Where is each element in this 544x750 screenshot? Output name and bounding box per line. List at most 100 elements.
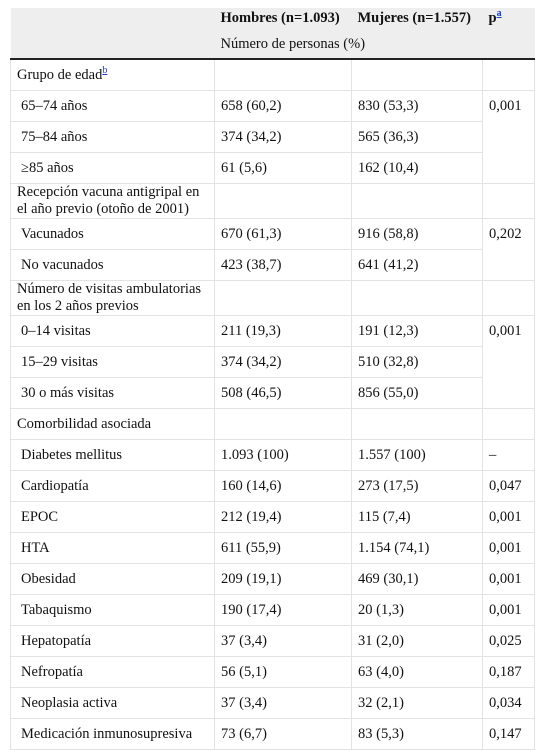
row-p-value: 0,001: [482, 594, 535, 626]
table-row: Diabetes mellitus 1.093 (100) 1.557 (100) –: [10, 439, 535, 471]
row-women-value: 162 (10,4): [351, 152, 483, 184]
row-label: Neoplasia activa: [10, 687, 215, 719]
row-men-value: 37 (3,4): [214, 687, 352, 719]
table-row: 65–74 años 658 (60,2) 830 (53,3) 0,001: [10, 90, 535, 184]
row-p-value: 0,001: [482, 563, 535, 595]
group-p-value: 0,001: [482, 315, 535, 409]
row-men-value: 61 (5,6): [214, 152, 352, 184]
group-p-value: 0,001: [482, 90, 535, 184]
table-row: Medicación inmunosupresiva 73 (6,7) 83 (5,…: [10, 718, 535, 750]
row-label: Obesidad: [10, 563, 215, 595]
row-men-value: 73 (6,7): [214, 718, 352, 750]
row-label: ≥85 años: [10, 152, 215, 184]
header-subtitle: Número de personas (%): [214, 36, 535, 60]
row-label: 75–84 años: [10, 121, 215, 153]
row-men-value: 670 (61,3): [214, 218, 352, 250]
row-women-value: 1.557 (100): [351, 439, 483, 471]
row-women-value: 1.154 (74,1): [351, 532, 483, 564]
row-men-value: 508 (46,5): [214, 377, 352, 409]
row-men-value: 658 (60,2): [214, 90, 352, 122]
row-women-value: 856 (55,0): [351, 377, 483, 409]
group-title: Comorbilidad asociada: [10, 408, 215, 440]
row-women-value: 115 (7,4): [351, 501, 483, 533]
row-p-value: 0,001: [482, 501, 535, 533]
row-p-value: 0,047: [482, 470, 535, 502]
row-women-value: 469 (30,1): [351, 563, 483, 595]
group-header-row: Grupo de edadb: [10, 59, 535, 91]
group-empty-cell: [482, 183, 535, 219]
table-row: No vacunados 423 (38,7) 641 (41,2): [10, 249, 535, 281]
group-empty-cell: [482, 408, 535, 440]
table-row: Neoplasia activa 37 (3,4) 32 (2,1) 0,034: [10, 687, 535, 719]
row-label: 15–29 visitas: [10, 346, 215, 378]
group-empty-cell: [214, 59, 352, 91]
row-women-value: 565 (36,3): [351, 121, 483, 153]
header-women: Mujeres (n=1.557): [351, 8, 483, 36]
group-empty-cell: [214, 280, 352, 316]
table-header: Hombres (n=1.093) Mujeres (n=1.557) pa N…: [10, 8, 535, 60]
row-men-value: 56 (5,1): [214, 656, 352, 688]
row-label: Vacunados: [10, 218, 215, 250]
row-men-value: 211 (19,3): [214, 315, 352, 347]
group-header-row: Número de visitas ambulatorias en los 2 …: [10, 280, 535, 316]
table-row: 75–84 años 374 (34,2) 565 (36,3): [10, 121, 535, 153]
row-men-value: 37 (3,4): [214, 625, 352, 657]
row-label: Tabaquismo: [10, 594, 215, 626]
row-p-value: 0,025: [482, 625, 535, 657]
table-row: Nefropatía 56 (5,1) 63 (4,0) 0,187: [10, 656, 535, 688]
row-label: 0–14 visitas: [10, 315, 215, 347]
row-men-value: 212 (19,4): [214, 501, 352, 533]
row-men-value: 611 (55,9): [214, 532, 352, 564]
row-label: EPOC: [10, 501, 215, 533]
table-row: Obesidad 209 (19,1) 469 (30,1) 0,001: [10, 563, 535, 595]
table-row: HTA 611 (55,9) 1.154 (74,1) 0,001: [10, 532, 535, 564]
group-title-text: Grupo de edad: [17, 66, 103, 83]
group-title-text: Recepción vacuna antigripal en el año pr…: [17, 184, 200, 217]
table-row: EPOC 212 (19,4) 115 (7,4) 0,001: [10, 501, 535, 533]
header-empty-cell-2: [10, 36, 215, 60]
row-label: 30 o más visitas: [10, 377, 215, 409]
group-header-row: Recepción vacuna antigripal en el año pr…: [10, 183, 535, 219]
group-empty-cell: [351, 408, 483, 440]
footnote-b-link[interactable]: b: [102, 64, 108, 76]
row-label: Hepatopatía: [10, 625, 215, 657]
row-p-value: 0,034: [482, 687, 535, 719]
group-title: Recepción vacuna antigripal en el año pr…: [10, 183, 215, 219]
row-men-value: 190 (17,4): [214, 594, 352, 626]
row-men-value: 209 (19,1): [214, 563, 352, 595]
group-empty-cell: [351, 59, 483, 91]
row-women-value: 83 (5,3): [351, 718, 483, 750]
row-women-value: 830 (53,3): [351, 90, 483, 122]
row-women-value: 20 (1,3): [351, 594, 483, 626]
table-row: Vacunados 670 (61,3) 916 (58,8) 0,202: [10, 218, 535, 281]
row-women-value: 32 (2,1): [351, 687, 483, 719]
table-row: Cardiopatía 160 (14,6) 273 (17,5) 0,047: [10, 470, 535, 502]
table-row: 0–14 visitas 211 (19,3) 191 (12,3) 0,001: [10, 315, 535, 409]
group-title-text: Comorbilidad asociada: [17, 415, 152, 432]
header-p: pa: [482, 8, 535, 36]
row-label: Diabetes mellitus: [10, 439, 215, 471]
row-label: 65–74 años: [10, 90, 215, 122]
header-empty-cell: [10, 8, 215, 36]
group-title-text: Número de visitas ambulatorias en los 2 …: [17, 281, 202, 314]
row-men-value: 1.093 (100): [214, 439, 352, 471]
header-men: Hombres (n=1.093): [214, 8, 352, 36]
table-body: Grupo de edadb 65–74 años 658 (60,2) 830 (5…: [10, 59, 535, 750]
group-empty-cell: [214, 183, 352, 219]
group-title: Grupo de edadb: [10, 59, 215, 91]
table-row: Tabaquismo 190 (17,4) 20 (1,3) 0,001: [10, 594, 535, 626]
row-women-value: 916 (58,8): [351, 218, 483, 250]
row-p-value: 0,187: [482, 656, 535, 688]
row-women-value: 63 (4,0): [351, 656, 483, 688]
row-women-value: 273 (17,5): [351, 470, 483, 502]
table-row: 30 o más visitas 508 (46,5) 856 (55,0): [10, 377, 535, 409]
row-women-value: 510 (32,8): [351, 346, 483, 378]
row-label: Medicación inmunosupresiva: [10, 718, 215, 750]
table-row: ≥85 años 61 (5,6) 162 (10,4): [10, 152, 535, 184]
group-empty-cell: [482, 280, 535, 316]
footnote-a-link[interactable]: a: [496, 8, 502, 20]
group-p-value: 0,202: [482, 218, 535, 281]
group-empty-cell: [351, 183, 483, 219]
row-label: Nefropatía: [10, 656, 215, 688]
row-women-value: 191 (12,3): [351, 315, 483, 347]
